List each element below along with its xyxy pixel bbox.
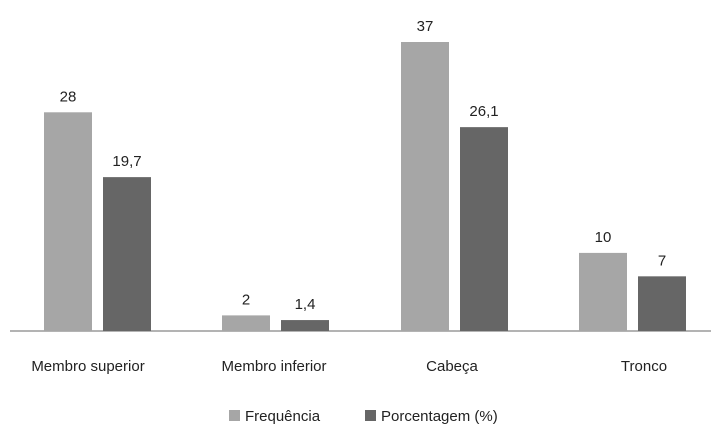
legend-swatch-frequencia [229, 410, 240, 421]
data-label-membro-inferior-porcentagem: 1,4 [295, 296, 316, 313]
data-label-membro-inferior-frequencia: 2 [242, 291, 250, 308]
data-label-tronco-frequencia: 10 [595, 229, 612, 246]
bar-membro-inferior-porcentagem [281, 320, 329, 331]
data-label-cabeca-frequencia: 37 [417, 18, 434, 35]
data-label-membro-superior-frequencia: 28 [60, 88, 77, 105]
data-label-membro-superior-porcentagem: 19,7 [112, 153, 141, 170]
bar-cabeca-frequencia [401, 42, 449, 331]
category-label-membro-inferior: Membro inferior [221, 358, 326, 375]
bar-membro-superior-porcentagem [103, 177, 151, 331]
legend: Frequência Porcentagem (%) [229, 408, 498, 425]
legend-label-frequencia: Frequência [245, 408, 321, 425]
bar-cabeca-porcentagem [460, 127, 508, 331]
data-label-cabeca-porcentagem: 26,1 [469, 103, 498, 120]
category-label-tronco: Tronco [621, 358, 667, 375]
data-label-tronco-porcentagem: 7 [658, 252, 666, 269]
bar-membro-inferior-frequencia [222, 315, 270, 331]
category-label-cabeca: Cabeça [426, 358, 478, 375]
legend-swatch-porcentagem [365, 410, 376, 421]
legend-label-porcentagem: Porcentagem (%) [381, 408, 498, 425]
value-labels-group: 28 19,7 2 1,4 37 26,1 10 7 [60, 18, 667, 313]
bar-tronco-frequencia [579, 252, 627, 331]
bar-tronco-porcentagem [638, 276, 686, 331]
category-label-membro-superior: Membro superior [31, 358, 144, 375]
category-labels-group: Membro superior Membro inferior Cabeça Tron… [31, 358, 667, 375]
bars-group [44, 42, 686, 331]
bar-membro-superior-frequencia [44, 112, 92, 331]
